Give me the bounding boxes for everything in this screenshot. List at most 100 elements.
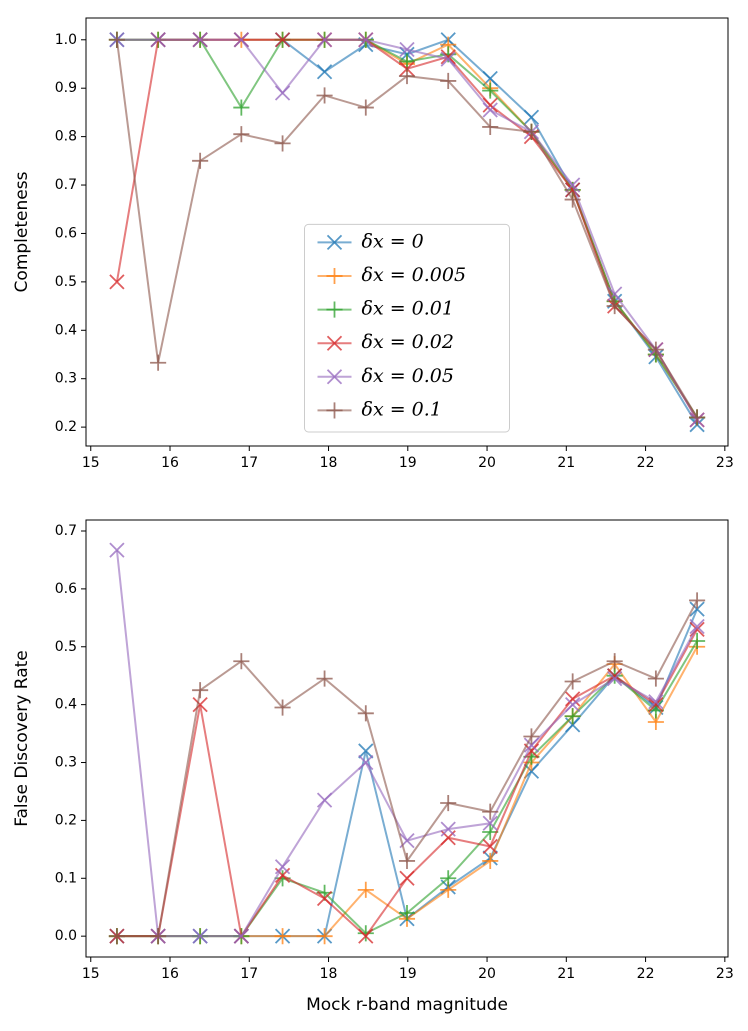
marker bbox=[108, 31, 125, 48]
y-tick-label: 0.8 bbox=[55, 129, 77, 145]
marker bbox=[192, 928, 208, 944]
y-tick-label: 0.4 bbox=[55, 697, 77, 713]
y-tick-label: 0.7 bbox=[55, 523, 77, 539]
x-tick-label: 18 bbox=[320, 455, 338, 471]
marker bbox=[565, 177, 581, 193]
x-axis-label: Mock r-band magnitude bbox=[306, 995, 508, 1015]
marker bbox=[482, 815, 498, 831]
marker bbox=[482, 852, 499, 869]
y-tick-label: 0.7 bbox=[55, 177, 77, 193]
y-tick-label: 0.0 bbox=[55, 928, 77, 944]
legend-label: δx = 0.1 bbox=[362, 398, 442, 420]
marker bbox=[316, 670, 333, 687]
marker bbox=[689, 618, 705, 635]
marker bbox=[607, 286, 623, 302]
marker bbox=[523, 737, 540, 753]
marker bbox=[440, 794, 457, 812]
marker bbox=[482, 97, 498, 113]
marker bbox=[440, 821, 456, 837]
y-tick-label: 0.1 bbox=[55, 870, 77, 886]
marker bbox=[233, 99, 250, 116]
marker bbox=[357, 881, 374, 898]
x-tick-label: 20 bbox=[478, 966, 496, 982]
y-tick-label: 0.5 bbox=[55, 274, 77, 290]
marker bbox=[274, 859, 291, 875]
marker bbox=[689, 409, 706, 426]
legend-marker bbox=[326, 234, 343, 251]
marker bbox=[647, 341, 664, 358]
marker bbox=[565, 697, 581, 713]
y-tick-label: 0.2 bbox=[55, 812, 77, 828]
marker bbox=[358, 754, 374, 771]
marker bbox=[233, 32, 249, 48]
x-tick-label: 20 bbox=[478, 455, 496, 471]
marker bbox=[482, 838, 498, 855]
marker bbox=[274, 928, 291, 945]
marker bbox=[440, 870, 457, 887]
marker bbox=[523, 109, 540, 125]
marker bbox=[274, 135, 291, 152]
marker bbox=[109, 542, 125, 558]
marker bbox=[150, 354, 167, 371]
marker bbox=[647, 670, 664, 687]
marker bbox=[357, 705, 374, 722]
x-tick-label: 23 bbox=[716, 966, 734, 982]
x-tick-label: 17 bbox=[240, 455, 258, 471]
marker bbox=[523, 728, 540, 745]
x-tick-label: 22 bbox=[637, 966, 655, 982]
marker bbox=[358, 743, 374, 759]
marker bbox=[440, 51, 456, 67]
marker bbox=[398, 904, 416, 922]
x-tick-label: 21 bbox=[557, 966, 575, 982]
legend-marker bbox=[326, 267, 343, 285]
series-line bbox=[116, 640, 698, 938]
marker bbox=[689, 601, 705, 617]
legend-label: δx = 0.02 bbox=[362, 331, 454, 353]
y-tick-label: 0.9 bbox=[55, 80, 77, 96]
marker bbox=[192, 152, 209, 169]
marker bbox=[192, 32, 208, 48]
y-tick-label: 0.6 bbox=[55, 225, 77, 241]
marker bbox=[689, 592, 706, 609]
marker bbox=[398, 68, 416, 85]
axes-frame bbox=[85, 17, 729, 447]
marker bbox=[192, 697, 208, 713]
marker bbox=[440, 72, 457, 89]
legend-box bbox=[304, 223, 510, 433]
marker bbox=[192, 682, 209, 699]
x-tick-label: 22 bbox=[637, 455, 655, 471]
legend-label: δx = 0.01 bbox=[362, 298, 454, 320]
y-tick-label: 0.2 bbox=[55, 419, 77, 435]
marker bbox=[606, 298, 623, 315]
marker bbox=[523, 123, 540, 140]
marker bbox=[233, 126, 250, 143]
marker bbox=[398, 53, 416, 70]
legend-marker bbox=[326, 402, 343, 419]
y-tick-label: 0.4 bbox=[55, 322, 77, 338]
y-axis-label: Completeness bbox=[12, 171, 32, 292]
axes-frame bbox=[85, 519, 729, 958]
marker bbox=[357, 99, 374, 116]
y-tick-label: 0.6 bbox=[55, 581, 77, 597]
marker bbox=[564, 191, 581, 208]
series-line bbox=[116, 608, 699, 938]
marker bbox=[358, 32, 374, 48]
marker bbox=[316, 792, 333, 808]
series-line bbox=[116, 599, 698, 938]
y-tick-label: 0.3 bbox=[55, 371, 77, 387]
x-tick-label: 17 bbox=[240, 966, 258, 982]
x-tick-label: 19 bbox=[399, 966, 417, 982]
marker bbox=[357, 925, 374, 942]
marker bbox=[606, 653, 623, 670]
y-axis-label: False Discovery Rate bbox=[12, 650, 32, 826]
x-tick-label: 15 bbox=[82, 455, 100, 471]
legend-label: δx = 0.005 bbox=[362, 264, 467, 286]
marker bbox=[150, 32, 166, 48]
marker bbox=[482, 82, 499, 99]
marker bbox=[316, 890, 333, 907]
marker bbox=[233, 928, 249, 944]
legend-marker bbox=[326, 301, 343, 318]
marker bbox=[274, 85, 291, 101]
